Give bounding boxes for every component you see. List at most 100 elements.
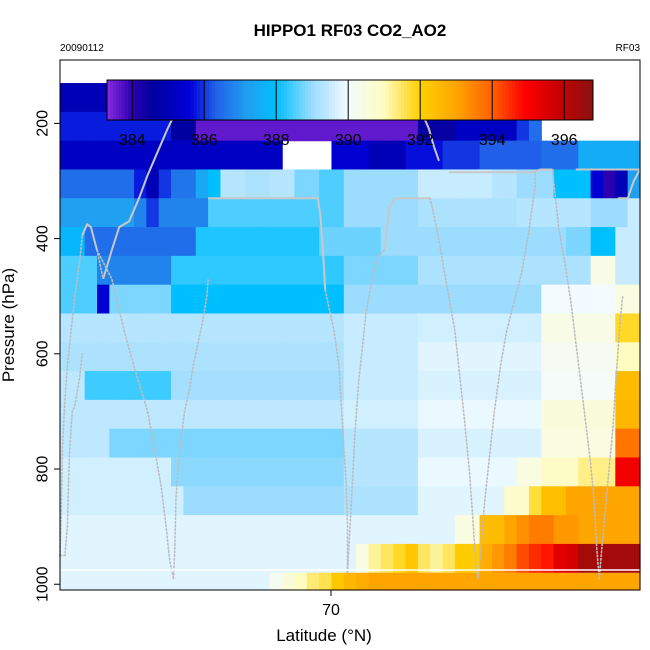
heatmap-cell-r5-c32 [454, 227, 468, 257]
heatmap-cells [60, 83, 641, 591]
heatmap-cell-r4-c25 [368, 198, 382, 228]
heatmap-cell-r8-c31 [442, 313, 456, 343]
heatmap-cell-r11-c18 [282, 399, 296, 430]
heatmap-cell-r9-c7 [146, 342, 160, 372]
heatmap-cell-r16-c4 [109, 543, 123, 574]
heatmap-cell-r7-c15 [245, 284, 259, 315]
colorbar-strip-142 [533, 80, 537, 120]
heatmap-cell-r13-c45 [615, 457, 629, 487]
heatmap-cell-r5-c0 [60, 227, 73, 257]
heatmap-cell-r17-c11 [195, 572, 209, 591]
heatmap-cell-r8-c12 [208, 313, 222, 343]
heatmap-cell-r15-c19 [294, 515, 308, 545]
colorbar-strip-101 [410, 80, 414, 120]
heatmap-cell-r9-c44 [602, 342, 616, 372]
track-solid-3 [448, 168, 553, 174]
colorbar-strip-75 [332, 80, 336, 120]
heatmap-cell-r10-c11 [195, 371, 209, 401]
heatmap-cell-r10-c30 [430, 371, 444, 401]
colorbar-strip-19 [164, 80, 168, 120]
heatmap-cell-r12-c45 [615, 428, 629, 459]
heatmap-cell-r4-c4 [109, 198, 123, 228]
heatmap-cell-r8-c3 [97, 313, 110, 343]
heatmap-cell-r4-c24 [356, 198, 370, 228]
heatmap-cell-r13-c5 [121, 457, 135, 487]
heatmap-cell-r9-c12 [208, 342, 222, 372]
heatmap-cell-r13-c26 [380, 457, 394, 487]
heatmap-cell-r17-c4 [109, 572, 123, 591]
heatmap-cell-r5-c6 [134, 227, 147, 257]
heatmap-cell-r14-c37 [516, 486, 530, 516]
heatmap-cell-r8-c9 [171, 313, 184, 343]
heatmap-cell-r0-c2 [84, 83, 98, 113]
colorbar-strip-59 [284, 80, 288, 120]
heatmap-cell-r12-c3 [97, 428, 110, 459]
heatmap-cell-r15-c29 [417, 515, 431, 545]
heatmap-cell-r4-c9 [171, 198, 184, 228]
heatmap-cell-r10-c28 [405, 371, 419, 401]
heatmap-cell-r17-c45 [615, 572, 629, 591]
colorbar-strip-65 [302, 80, 306, 120]
heatmap-cell-r9-c11 [195, 342, 209, 372]
heatmap-cell-r16-c35 [491, 543, 505, 574]
colorbar-strip-151 [560, 80, 564, 120]
heatmap-cell-r12-c39 [541, 428, 555, 459]
heatmap-cell-r14-c1 [72, 486, 86, 516]
colorbar-strip-45 [242, 80, 246, 120]
colorbar-strip-36 [215, 80, 219, 120]
heatmap-cell-r15-c16 [257, 515, 271, 545]
heatmap-cell-r5-c11 [195, 227, 209, 257]
colorbar-strip-83 [356, 80, 360, 120]
heatmap-cell-r10-c43 [590, 371, 604, 401]
heatmap-cell-r17-c3 [97, 572, 110, 591]
heatmap-cell-r10-c16 [257, 371, 271, 401]
colorbar-strip-139 [524, 80, 528, 120]
heatmap-cell-r14-c26 [380, 486, 394, 516]
heatmap-cell-r12-c14 [232, 428, 246, 459]
colorbar-strip-119 [464, 80, 468, 120]
heatmap-cell-r7-c18 [282, 284, 296, 315]
colorbar-tick-label-2: 388 [263, 132, 290, 149]
heatmap-cell-r5-c23 [343, 227, 357, 257]
heatmap-cell-r8-c38 [528, 313, 542, 343]
heatmap-cell-r15-c37 [516, 515, 530, 545]
heatmap-cell-r7-c39 [541, 284, 555, 315]
heatmap-cell-r17-c42 [578, 572, 592, 591]
heatmap-cell-r11-c33 [467, 399, 481, 430]
heatmap-cell-r9-c46 [627, 342, 641, 372]
heatmap-cell-r16-c27 [393, 543, 407, 574]
heatmap-cell-r4-c13 [220, 198, 234, 228]
colorbar-strip-131 [500, 80, 504, 120]
heatmap-cell-r10-c20 [306, 371, 320, 401]
colorbar-strip-84 [359, 80, 363, 120]
colorbar-strip-85 [362, 80, 366, 120]
colorbar-strip-123 [476, 80, 480, 120]
heatmap-cell-r17-c39 [541, 572, 555, 591]
y-axis: 200 400 600 800 1000 [35, 110, 60, 602]
colorbar-strip-42 [233, 80, 237, 120]
heatmap-cell-r15-c5 [121, 515, 135, 545]
heatmap-cell-r3-c31 [442, 169, 456, 199]
heatmap-cell-r10-c17 [269, 371, 283, 401]
heatmap-cell-r17-c8 [158, 572, 172, 591]
heatmap-cell-r11-c21 [319, 399, 333, 430]
heatmap-cell-r13-c25 [368, 457, 382, 487]
heatmap-cell-r4-c28 [405, 198, 419, 228]
heatmap-cell-r8-c10 [183, 313, 197, 343]
heatmap-cell-r12-c35 [491, 428, 505, 459]
heatmap-cell-r6-c41 [565, 255, 579, 286]
heatmap-cell-r6-c45 [615, 255, 629, 286]
colorbar-tick-label-6: 396 [551, 132, 578, 149]
heatmap-cell-r2-c28 [405, 140, 419, 171]
heatmap-cell-r11-c10 [183, 399, 197, 430]
heatmap-cell-r4-c18 [282, 198, 296, 228]
heatmap-cell-r16-c2 [84, 543, 98, 574]
colorbar-strip-92 [383, 80, 387, 120]
heatmap-cell-r4-c2 [84, 198, 98, 228]
heatmap-cell-r15-c3 [97, 515, 110, 545]
heatmap-cell-r3-c5 [121, 169, 135, 199]
heatmap-cell-r11-c43 [590, 399, 604, 430]
colorbar-strip-105 [422, 80, 426, 120]
heatmap-cell-r6-c27 [393, 255, 407, 286]
colorbar-strip-68 [311, 80, 315, 120]
